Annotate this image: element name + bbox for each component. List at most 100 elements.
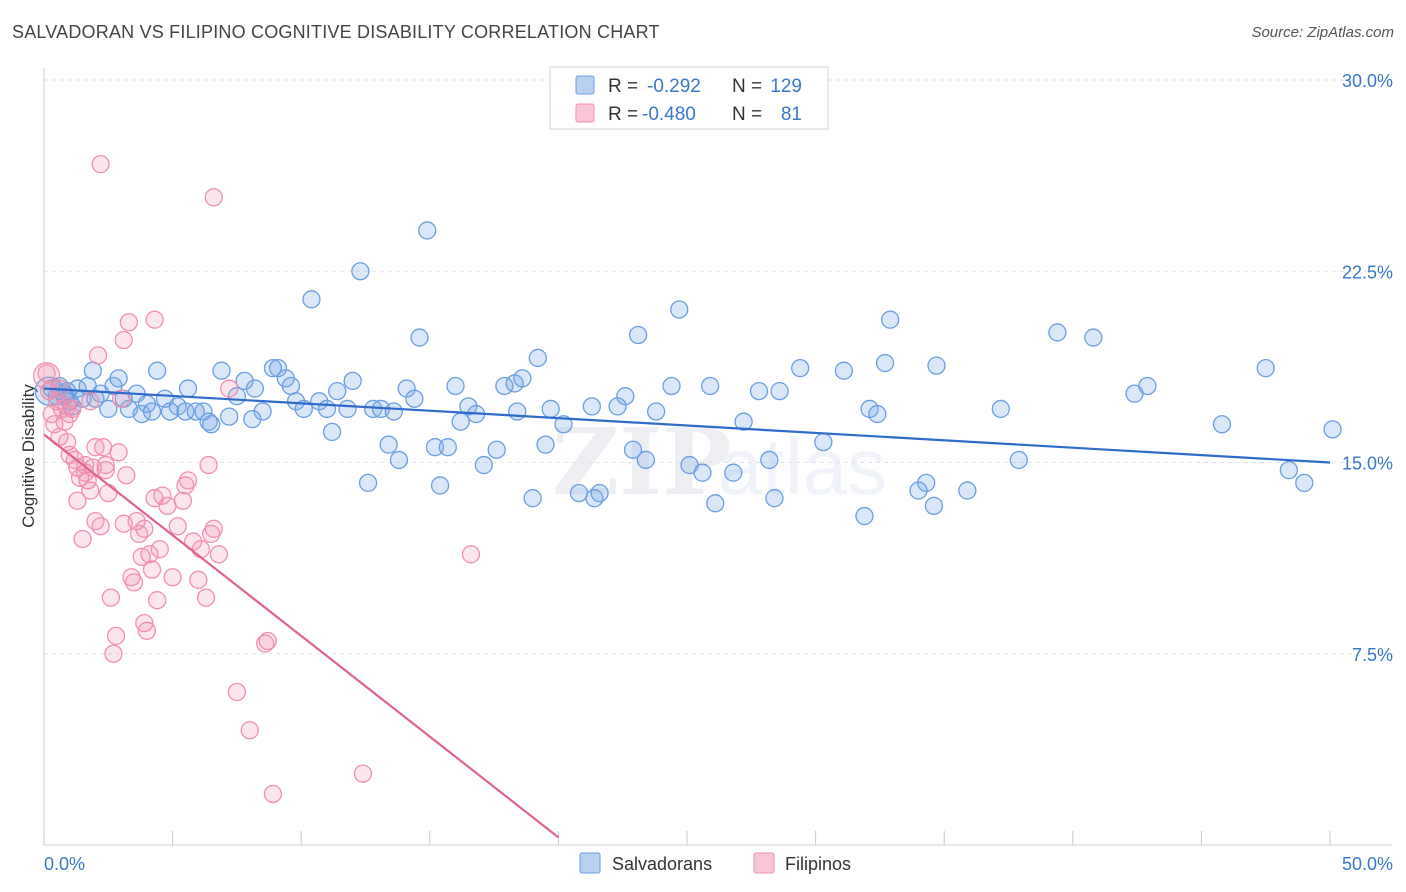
salvadoran-point-121 [1138, 376, 1157, 396]
salvadoran-point-65 [438, 438, 457, 457]
salvadoran-point-109 [875, 353, 895, 373]
salvadoran-point-125 [1295, 473, 1314, 493]
bottom-legend: Salvadorans Filipinos [579, 852, 851, 874]
filipino-point-68 [204, 188, 223, 207]
legend-n-label-1: N = [732, 104, 762, 125]
filipino-point-39 [140, 545, 159, 564]
filipino-point-19 [88, 346, 108, 365]
legend-n-value-0: 129 [770, 76, 802, 97]
filipino-point-76 [45, 415, 64, 434]
filipino-point-52 [189, 570, 208, 589]
filipino-point-53 [191, 540, 211, 559]
filipino-point-26 [106, 626, 126, 646]
salvadoran-point-28 [186, 402, 205, 421]
salvadoran-point-104 [814, 432, 833, 452]
salvadoran-point-51 [343, 371, 362, 391]
filipino-point-80 [57, 397, 77, 416]
salvadoran-point-97 [724, 463, 743, 482]
filipino-point-60 [227, 682, 247, 702]
salvadoran-point-101 [765, 489, 784, 508]
gridlines [44, 79, 1392, 655]
salvadoran-point-63 [425, 438, 445, 457]
legend-swatch-salvadorans [575, 75, 595, 95]
salvadoran-point-122 [1212, 415, 1232, 434]
salvadoran-point-57 [384, 402, 403, 421]
filipino-cluster-point [32, 362, 61, 390]
salvadoran-point-47 [317, 399, 337, 419]
filipino-point-25 [104, 644, 123, 663]
salvadoran-point-31 [202, 415, 221, 434]
salvadoran-point-123 [1256, 358, 1275, 378]
salvadoran-point-87 [623, 440, 643, 459]
salvadoran-point-78 [536, 435, 555, 454]
salvadoran-point-36 [243, 409, 262, 429]
salvadoran-point-108 [868, 404, 887, 424]
source-label: Source: ZipAtlas.com [1251, 24, 1394, 41]
y-tick-labels: 7.5% 15.0% 22.5% 30.0% [1342, 71, 1393, 665]
salvadoran-point-106 [855, 506, 874, 526]
salvadoran-point-37 [245, 379, 265, 398]
salvadoran-point-77 [528, 348, 547, 368]
filipino-point-31 [119, 313, 139, 332]
legend-r-label-0: R = [608, 76, 638, 97]
y-tick-label-1: 15.0% [1342, 454, 1393, 474]
salvadoran-point-64 [430, 476, 450, 495]
salvadoran-point-45 [302, 290, 321, 309]
salvadoran-point-49 [328, 381, 347, 401]
salvadoran-point-80 [554, 415, 573, 434]
salvadoran-point-98 [734, 412, 753, 431]
legend-n-value-1: 81 [781, 104, 802, 125]
salvadoran-point-22 [148, 361, 167, 380]
filipino-point-44 [153, 486, 172, 505]
filipino-point-33 [124, 573, 144, 592]
filipino-point-58 [209, 545, 229, 564]
filipino-point-75 [135, 519, 154, 538]
salvadoran-point-27 [178, 379, 198, 398]
salvadoran-point-83 [585, 489, 604, 508]
watermark-atlas: atlas [718, 422, 887, 511]
salvadoran-point-100 [760, 450, 779, 470]
legend-r-value-1: -0.480 [642, 104, 696, 125]
salvadoran-point-52 [351, 262, 370, 281]
filipino-point-22 [96, 455, 115, 475]
salvadoran-point-90 [646, 402, 666, 421]
salvadoran-point-96 [706, 494, 725, 513]
salvadoran-point-43 [286, 392, 306, 411]
salvadoran-point-94 [693, 463, 712, 482]
legend-r-label-1: R = [608, 104, 638, 125]
filipino-point-63 [258, 631, 277, 651]
salvadoran-point-86 [616, 387, 635, 406]
filipinos-trendline [43, 433, 560, 839]
salvadoran-point-39 [263, 358, 283, 378]
chart-title: SALVADORAN VS FILIPINO COGNITIVE DISABIL… [12, 22, 660, 42]
filipino-point-65 [353, 764, 373, 783]
filipino-point-35 [130, 524, 149, 544]
filipino-point-46 [163, 568, 182, 587]
filipino-point-59 [220, 379, 239, 398]
filipino-point-0 [37, 364, 56, 383]
salvadoran-point-119 [1084, 328, 1103, 347]
salvadoran-point-33 [220, 407, 239, 426]
filipino-point-54 [196, 588, 216, 607]
salvadoran-point-110 [881, 310, 900, 329]
filipino-point-27 [109, 443, 128, 462]
legend-box: R = -0.292 N = 129 R = -0.480 N = 81 [549, 66, 829, 130]
bottom-legend-label-salvadorans: Salvadorans [612, 854, 712, 874]
salvadoran-point-112 [917, 473, 936, 493]
salvadoran-point-26 [176, 402, 195, 421]
salvadoran-point-114 [924, 496, 944, 516]
salvadoran-point-115 [958, 481, 977, 500]
x-tick-label-0: 0.0% [44, 854, 85, 874]
trendlines [43, 387, 1331, 839]
filipino-point-30 [117, 466, 136, 485]
filipino-point-47 [168, 517, 187, 536]
salvadoran-point-75 [513, 369, 532, 388]
filipino-point-32 [122, 568, 141, 587]
salvadoran-point-113 [927, 356, 946, 375]
salvadoran-point-70 [474, 455, 493, 475]
salvadoran-point-58 [389, 450, 409, 470]
salvadoran-point-89 [636, 450, 655, 470]
salvadoran-point-71 [487, 440, 506, 459]
salvadoran-point-48 [322, 422, 342, 442]
